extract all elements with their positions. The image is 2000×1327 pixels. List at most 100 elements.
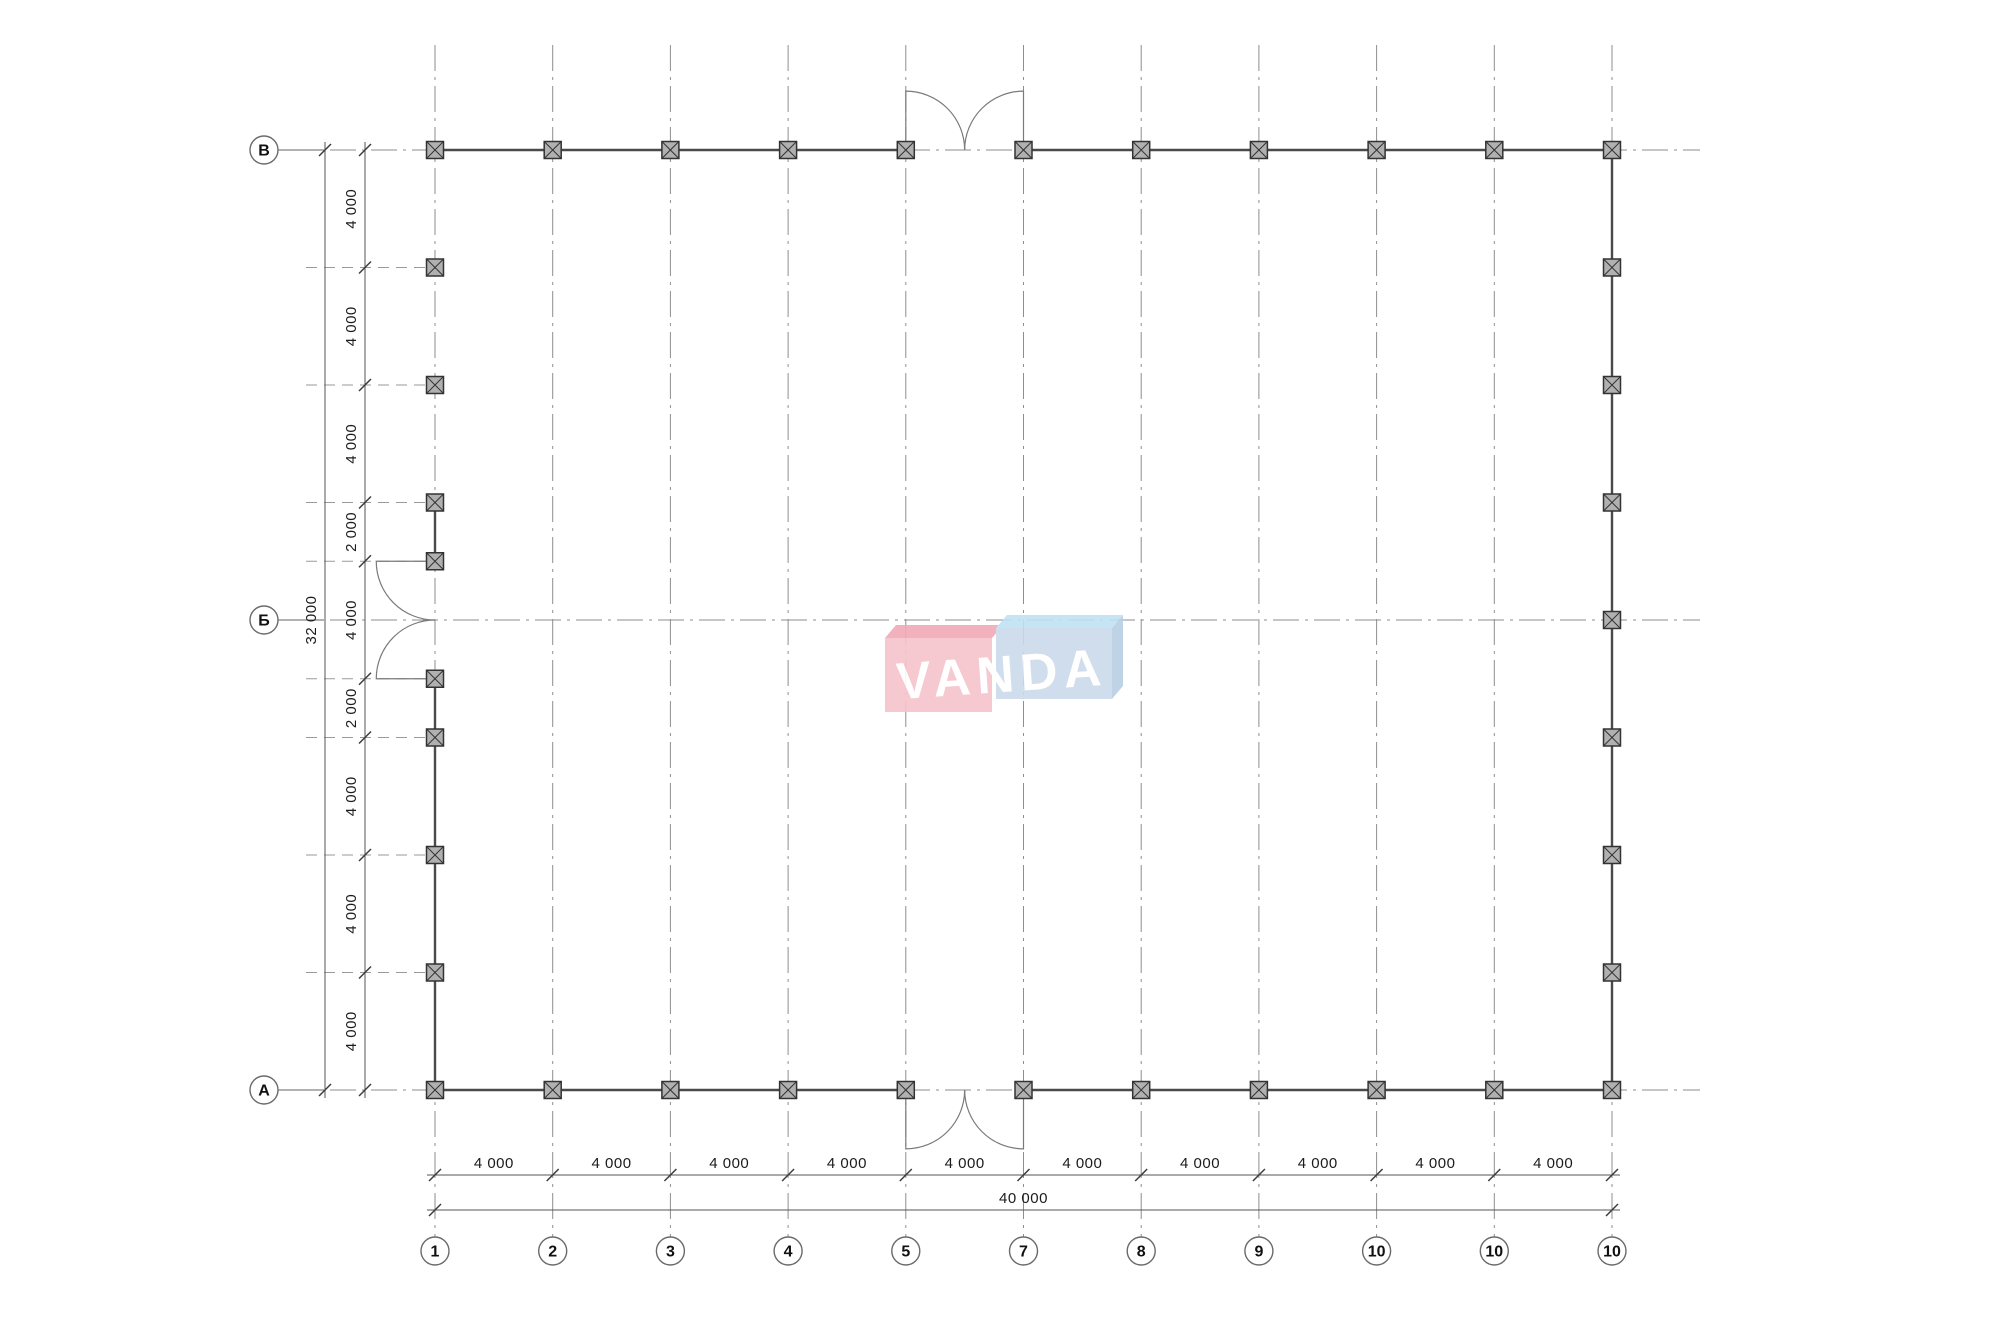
dimension-tick bbox=[358, 143, 372, 157]
column-axis-label: 3 bbox=[666, 1244, 675, 1261]
dimension-tick bbox=[318, 1083, 332, 1097]
column-marker-hatch bbox=[426, 552, 444, 571]
dimension-tick bbox=[358, 730, 372, 745]
column-marker-hatch bbox=[1485, 141, 1504, 159]
left-segment-dim: 4 000 bbox=[343, 189, 360, 229]
column-marker-hatch bbox=[1132, 1081, 1151, 1099]
column-axis-bubble bbox=[420, 1236, 450, 1266]
column-marker-hatch bbox=[1603, 493, 1621, 512]
dimension-tick bbox=[428, 1168, 442, 1182]
row-axis-bubble bbox=[249, 605, 279, 635]
column-marker-hatch bbox=[1132, 141, 1151, 159]
dimension-tick bbox=[1370, 1168, 1384, 1182]
left-total-dim: 32 000 bbox=[303, 596, 320, 645]
dimension-tick bbox=[358, 378, 372, 392]
column-marker-hatch bbox=[426, 728, 444, 747]
column-axis-bubble bbox=[538, 1236, 568, 1266]
bottom-segment-dim: 4 000 bbox=[1415, 1155, 1455, 1172]
column-marker-hatch bbox=[426, 846, 444, 864]
column-marker-hatch bbox=[1250, 141, 1268, 159]
bottom-segment-dim: 4 000 bbox=[1298, 1155, 1338, 1172]
left-segment-dim: 4 000 bbox=[343, 1011, 360, 1051]
column-marker-hatch bbox=[1014, 1081, 1033, 1099]
dimension-tick bbox=[358, 848, 372, 862]
double-door bbox=[905, 90, 966, 151]
column-marker-hatch bbox=[779, 141, 797, 159]
vanda-watermark: VANDA bbox=[885, 615, 1123, 712]
dimension-tick bbox=[546, 1168, 560, 1182]
dimension-tick bbox=[358, 672, 372, 686]
column-marker-hatch bbox=[426, 669, 444, 688]
row-axis-bubble bbox=[249, 135, 279, 165]
column-axis-bubble bbox=[1126, 1236, 1156, 1266]
bottom-total-dim: 40 000 bbox=[999, 1190, 1048, 1207]
dimension-text-layer: 4 000 4 000 4 000 4 000 4 000 4 000 4 000 4 000… bbox=[303, 189, 1573, 1207]
column-axis-label: 5 bbox=[901, 1244, 910, 1261]
column-axis-bubble bbox=[1244, 1236, 1274, 1266]
column-axis-label: 4 bbox=[784, 1244, 793, 1261]
logo-blue-top-bevel bbox=[996, 615, 1123, 628]
bottom-segment-dim: 4 000 bbox=[945, 1155, 985, 1172]
dimension-tick bbox=[1605, 1168, 1619, 1182]
dimension-tick bbox=[358, 260, 372, 275]
column-marker-hatch bbox=[1014, 141, 1033, 159]
left-segment-dim: 4 000 bbox=[343, 776, 360, 816]
column-marker-hatch bbox=[1603, 963, 1621, 982]
column-axis-bubble bbox=[891, 1236, 921, 1266]
column-marker-hatch bbox=[1367, 141, 1386, 159]
column-marker-hatch bbox=[426, 493, 444, 512]
column-axis-label: 10 bbox=[1603, 1244, 1621, 1261]
extension-lines-layer bbox=[306, 267, 427, 973]
column-marker-hatch bbox=[896, 141, 915, 159]
bottom-segment-dim: 4 000 bbox=[1180, 1155, 1220, 1172]
dimension-tick bbox=[1134, 1168, 1148, 1182]
dimension-tick bbox=[663, 1168, 677, 1182]
column-axis-bubble bbox=[1479, 1236, 1510, 1266]
left-segment-dim: 4 000 bbox=[343, 306, 360, 346]
column-marker-hatch bbox=[1603, 1081, 1621, 1099]
row-axis-label: Б bbox=[258, 613, 270, 630]
dimension-tick bbox=[358, 1083, 372, 1097]
column-marker-hatch bbox=[426, 376, 444, 394]
double-door bbox=[375, 560, 436, 621]
row-axis-bubble bbox=[249, 1075, 279, 1105]
bottom-segment-dim: 4 000 bbox=[1062, 1155, 1102, 1172]
double-door bbox=[964, 1089, 1025, 1150]
double-door bbox=[964, 90, 1025, 151]
column-axis-label: 1 bbox=[431, 1244, 440, 1261]
logo-pink-box bbox=[885, 638, 992, 712]
left-segment-dim: 2 000 bbox=[343, 512, 360, 552]
column-marker-hatch bbox=[896, 1081, 915, 1099]
column-axis-bubble bbox=[655, 1236, 686, 1266]
column-marker-hatch bbox=[1603, 611, 1621, 629]
dimension-tick bbox=[1487, 1168, 1501, 1182]
left-segment-dim: 2 000 bbox=[343, 688, 360, 728]
column-marker-hatch bbox=[1603, 728, 1621, 747]
logo-blue-box bbox=[996, 628, 1112, 699]
dimension-tick bbox=[318, 143, 332, 157]
column-axis-label: 9 bbox=[1254, 1244, 1263, 1261]
column-axis-label: 7 bbox=[1019, 1244, 1028, 1261]
column-marker-hatch bbox=[1603, 141, 1621, 159]
bottom-segment-dim: 4 000 bbox=[827, 1155, 867, 1172]
dimension-tick bbox=[428, 1203, 442, 1217]
dimension-tick bbox=[358, 554, 372, 568]
dimension-tick bbox=[358, 495, 372, 510]
column-marker-hatch bbox=[1603, 258, 1621, 277]
column-marker-hatch bbox=[543, 141, 562, 159]
bottom-segment-dim: 4 000 bbox=[474, 1155, 514, 1172]
left-segment-dim: 4 000 bbox=[343, 600, 360, 640]
column-marker-hatch bbox=[1367, 1081, 1386, 1099]
column-axis-label: 10 bbox=[1485, 1244, 1503, 1261]
dimension-tick bbox=[1252, 1168, 1266, 1182]
column-axis-bubble bbox=[1361, 1236, 1392, 1266]
bottom-segment-dim: 4 000 bbox=[1533, 1155, 1573, 1172]
column-marker-hatch bbox=[426, 141, 444, 159]
column-axis-bubble bbox=[773, 1236, 803, 1266]
double-door bbox=[375, 619, 436, 680]
column-marker-hatch bbox=[1250, 1081, 1268, 1099]
column-marker-hatch bbox=[1485, 1081, 1504, 1099]
column-axis-label: 8 bbox=[1137, 1244, 1146, 1261]
